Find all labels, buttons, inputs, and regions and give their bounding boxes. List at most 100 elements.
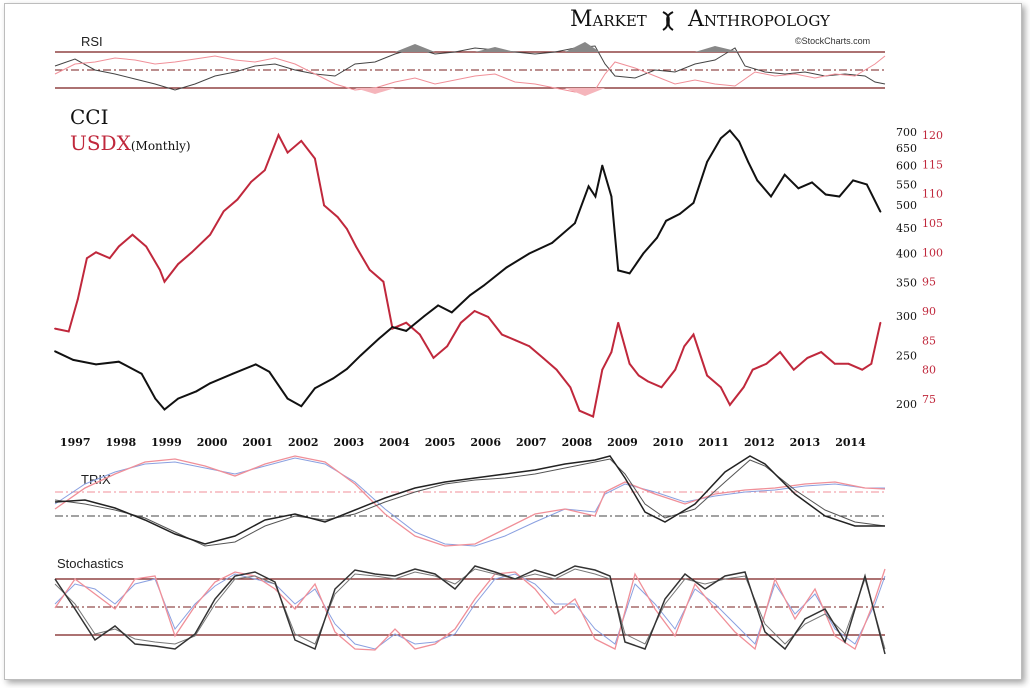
x-tick-label: 2005	[425, 436, 456, 449]
cci-point	[852, 179, 854, 182]
usdx-point	[163, 280, 166, 283]
usdx-point	[209, 233, 211, 236]
usdx-point	[692, 333, 695, 336]
usdx-tick-label: 110	[922, 188, 943, 201]
cci-point	[587, 185, 590, 188]
usdx-point	[578, 409, 581, 412]
cci-point	[231, 372, 234, 375]
usdx-point	[76, 298, 79, 301]
x-tick-label: 2000	[197, 436, 228, 449]
x-tick-label: 1997	[60, 436, 91, 449]
x-axis: 1997 1998 1999 2000 2001 2002 2003 2004 2005 2006…	[60, 436, 866, 449]
usdx-point	[847, 362, 850, 365]
stochastics-panel: Stochastics	[54, 556, 886, 655]
cci-point	[729, 129, 731, 132]
cci-point	[706, 160, 709, 163]
cci-point	[314, 387, 316, 390]
usdx-point	[706, 374, 709, 377]
rsi-oversold-fill	[565, 88, 605, 96]
cci-point	[163, 408, 166, 411]
usdx-point	[368, 269, 371, 271]
cci-point	[573, 222, 576, 225]
dna-logo-icon	[662, 11, 674, 31]
cci-tick-label: 450	[896, 222, 917, 235]
rsi-usdx-line	[54, 55, 886, 93]
brand-left: Market	[570, 7, 647, 32]
usdx-tick-label: 95	[922, 276, 936, 289]
cci-tick-label: 250	[896, 350, 917, 363]
cci-point	[391, 326, 394, 329]
cci-point	[551, 242, 553, 244]
usdx-point	[592, 415, 595, 418]
cci-point	[377, 337, 380, 340]
cci-axis: 700 650 600 550 500 450 400 350 300 250 200	[896, 126, 917, 411]
cci-point	[177, 397, 180, 400]
cci-point	[437, 304, 439, 307]
cci-point	[482, 284, 485, 287]
usdx-point	[833, 362, 836, 365]
usdx-point	[555, 368, 558, 371]
cci-point	[195, 390, 198, 393]
cci-point	[117, 360, 120, 363]
x-tick-label: 2014	[835, 436, 866, 449]
stoch-usdx-line	[54, 568, 886, 651]
cci-point	[865, 183, 868, 186]
rsi-overbought-fill	[695, 46, 740, 52]
cci-point	[209, 382, 211, 385]
usdx-point	[323, 204, 325, 207]
cci-point	[601, 164, 604, 167]
x-tick-label: 2004	[379, 436, 410, 449]
usdx-point	[501, 333, 503, 336]
usdx-point	[236, 198, 239, 201]
cci-point	[286, 397, 289, 400]
cci-point	[268, 370, 271, 373]
stoch-cci-line	[54, 565, 886, 655]
cci-point	[610, 195, 613, 198]
usdx-point	[158, 269, 161, 271]
cci-point	[747, 160, 750, 163]
usdx-point	[542, 357, 544, 359]
usdx-tick-label: 120	[922, 129, 943, 142]
cci-point	[692, 201, 695, 204]
usdx-point	[222, 210, 225, 213]
usdx-point	[418, 333, 421, 336]
usdx-points	[54, 134, 882, 418]
x-tick-label: 2001	[242, 436, 273, 449]
usdx-point	[637, 374, 640, 377]
cci-tick-label: 650	[896, 142, 917, 155]
usdx-point	[355, 245, 357, 248]
usdx-point	[117, 245, 120, 248]
usdx-tick-label: 100	[922, 246, 943, 259]
trix-panel: TRIX	[54, 455, 886, 547]
cci-point	[505, 266, 508, 269]
usdx-point	[879, 321, 882, 324]
cci-point	[423, 315, 426, 317]
usdx-point	[345, 227, 348, 230]
usdx-point	[660, 386, 663, 389]
rsi-oversold-fill	[355, 88, 395, 94]
cci-point	[879, 210, 882, 213]
usdx-point	[446, 345, 449, 348]
brand-right: Anthropology	[687, 7, 831, 32]
rsi-overbought-fill	[395, 44, 435, 52]
cci-point	[656, 236, 658, 239]
trix-cci-line	[54, 455, 885, 545]
stoch-cci-signal	[54, 568, 886, 650]
usdx-point	[405, 321, 408, 324]
usdx-point	[719, 386, 722, 389]
usdx-point	[779, 351, 782, 353]
usdx-point	[95, 251, 97, 254]
x-tick-label: 2011	[698, 436, 729, 449]
cci-point	[72, 359, 75, 361]
x-tick-label: 2003	[334, 436, 365, 449]
usdx-point	[569, 386, 572, 389]
chart-title-usdx: USDX(Monthly)	[70, 131, 191, 155]
cci-point	[770, 195, 772, 198]
x-tick-label: 2010	[653, 436, 684, 449]
usdx-point	[674, 368, 677, 371]
cci-tick-label: 500	[896, 199, 917, 212]
trix-usdx-line	[54, 455, 886, 547]
cci-point	[332, 377, 335, 380]
x-tick-label: 2012	[744, 436, 775, 449]
cci-point	[359, 354, 362, 357]
